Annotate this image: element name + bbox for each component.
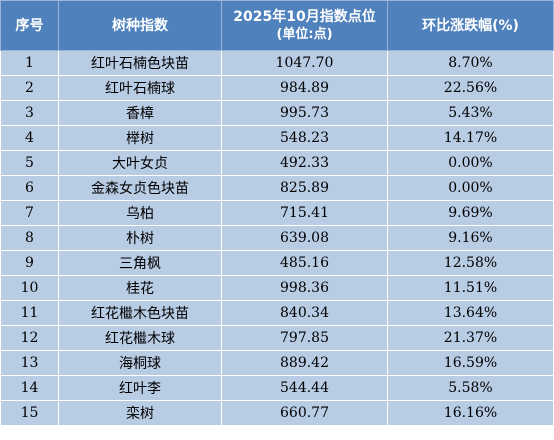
- row-species: 朴树: [58, 225, 222, 251]
- row-index: 6: [0, 175, 59, 201]
- row-change: 0.00%: [387, 175, 554, 201]
- table-row: 14 红叶李 544.44 5.58%: [0, 375, 554, 401]
- row-value: 998.36: [221, 275, 388, 301]
- table-row: 13 海桐球 889.42 16.59%: [0, 350, 554, 376]
- row-change: 22.56%: [387, 75, 554, 101]
- row-species: 红叶李: [58, 375, 222, 401]
- table-body: 1 红叶石楠色块苗 1047.70 8.70% 2 红叶石楠球 984.89 22.56% 3 香…: [0, 50, 554, 426]
- row-value: 548.23: [221, 125, 388, 151]
- row-species: 香樟: [58, 100, 222, 126]
- row-value: 840.34: [221, 300, 388, 326]
- header-row: 序号 树种指数 2025年10月指数点位 (单位:点) 环比涨跌幅(%): [0, 0, 554, 51]
- row-species: 乌柏: [58, 200, 222, 226]
- row-index: 2: [0, 75, 59, 101]
- header-species: 树种指数: [58, 0, 222, 51]
- row-index: 9: [0, 250, 59, 276]
- row-change: 21.37%: [387, 325, 554, 351]
- row-index: 7: [0, 200, 59, 226]
- table-row: 15 栾树 660.77 16.16%: [0, 400, 554, 426]
- table-row: 5 大叶女贞 492.33 0.00%: [0, 150, 554, 176]
- row-index: 10: [0, 275, 59, 301]
- table-row: 3 香樟 995.73 5.43%: [0, 100, 554, 126]
- row-index: 13: [0, 350, 59, 376]
- table-row: 6 金森女贞色块苗 825.89 0.00%: [0, 175, 554, 201]
- table-row: 2 红叶石楠球 984.89 22.56%: [0, 75, 554, 101]
- row-index: 12: [0, 325, 59, 351]
- row-species: 桂花: [58, 275, 222, 301]
- row-value: 715.41: [221, 200, 388, 226]
- row-change: 9.69%: [387, 200, 554, 226]
- row-species: 榉树: [58, 125, 222, 151]
- row-value: 485.16: [221, 250, 388, 276]
- row-value: 639.08: [221, 225, 388, 251]
- row-index: 14: [0, 375, 59, 401]
- row-species: 海桐球: [58, 350, 222, 376]
- table-row: 1 红叶石楠色块苗 1047.70 8.70%: [0, 50, 554, 76]
- row-value: 889.42: [221, 350, 388, 376]
- row-change: 16.16%: [387, 400, 554, 426]
- table-row: 7 乌柏 715.41 9.69%: [0, 200, 554, 226]
- table-row: 8 朴树 639.08 9.16%: [0, 225, 554, 251]
- row-value: 660.77: [221, 400, 388, 426]
- row-change: 8.70%: [387, 50, 554, 76]
- row-species: 大叶女贞: [58, 150, 222, 176]
- row-change: 12.58%: [387, 250, 554, 276]
- row-change: 0.00%: [387, 150, 554, 176]
- table-row: 9 三角枫 485.16 12.58%: [0, 250, 554, 276]
- row-species: 红叶石楠球: [58, 75, 222, 101]
- row-species: 栾树: [58, 400, 222, 426]
- row-index: 1: [0, 50, 59, 76]
- row-index: 11: [0, 300, 59, 326]
- table-row: 12 红花檵木球 797.85 21.37%: [0, 325, 554, 351]
- header-value-title: 2025年10月指数点位: [233, 8, 376, 25]
- row-value: 825.89: [221, 175, 388, 201]
- row-value: 1047.70: [221, 50, 388, 76]
- row-species: 红花檵木球: [58, 325, 222, 351]
- row-species: 红叶石楠色块苗: [58, 50, 222, 76]
- row-species: 三角枫: [58, 250, 222, 276]
- row-index: 3: [0, 100, 59, 126]
- header-change: 环比涨跌幅(%): [387, 0, 554, 51]
- row-value: 984.89: [221, 75, 388, 101]
- table-row: 4 榉树 548.23 14.17%: [0, 125, 554, 151]
- row-value: 797.85: [221, 325, 388, 351]
- header-index: 序号: [0, 0, 59, 51]
- header-value: 2025年10月指数点位 (单位:点): [221, 0, 388, 51]
- row-index: 4: [0, 125, 59, 151]
- row-index: 15: [0, 400, 59, 426]
- row-value: 492.33: [221, 150, 388, 176]
- header-value-unit: (单位:点): [276, 26, 333, 42]
- price-index-table: 序号 树种指数 2025年10月指数点位 (单位:点) 环比涨跌幅(%) 1 红叶…: [0, 0, 554, 426]
- row-index: 8: [0, 225, 59, 251]
- row-value: 544.44: [221, 375, 388, 401]
- row-index: 5: [0, 150, 59, 176]
- row-value: 995.73: [221, 100, 388, 126]
- row-change: 5.43%: [387, 100, 554, 126]
- row-species: 红花檵木色块苗: [58, 300, 222, 326]
- table-row: 11 红花檵木色块苗 840.34 13.64%: [0, 300, 554, 326]
- row-change: 11.51%: [387, 275, 554, 301]
- row-change: 5.58%: [387, 375, 554, 401]
- row-change: 13.64%: [387, 300, 554, 326]
- row-species: 金森女贞色块苗: [58, 175, 222, 201]
- table-row: 10 桂花 998.36 11.51%: [0, 275, 554, 301]
- row-change: 16.59%: [387, 350, 554, 376]
- row-change: 9.16%: [387, 225, 554, 251]
- row-change: 14.17%: [387, 125, 554, 151]
